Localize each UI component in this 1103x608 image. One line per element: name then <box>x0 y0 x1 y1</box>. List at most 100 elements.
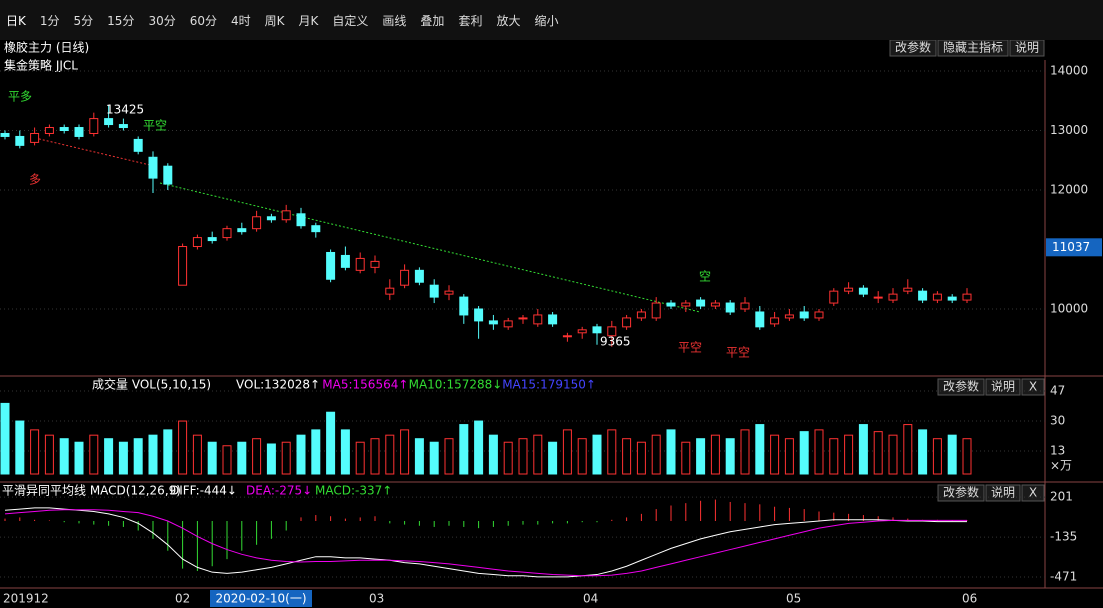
button[interactable] <box>937 40 1009 57</box>
x-label: 05 <box>786 592 801 606</box>
candle-body <box>74 127 84 137</box>
volume-readout: MA15:179150↑ <box>502 378 596 392</box>
candle-body <box>844 287 854 292</box>
candle-body <box>710 302 720 307</box>
candle-body <box>651 302 661 319</box>
candle-body <box>237 228 247 233</box>
x-label: 201912 <box>3 592 49 606</box>
candle-body <box>59 127 69 132</box>
candle-body <box>0 132 10 137</box>
candle-body <box>518 317 528 320</box>
button[interactable] <box>889 40 937 57</box>
volume-bar <box>858 424 868 475</box>
candle-body <box>370 260 380 268</box>
signal-label: 空 <box>699 270 711 284</box>
volume-bar <box>607 429 617 475</box>
button[interactable] <box>985 484 1021 502</box>
candle-body <box>414 269 424 283</box>
button-label: 说明 <box>991 379 1015 394</box>
button[interactable] <box>985 378 1021 396</box>
candle-body <box>192 237 202 248</box>
candle-body <box>962 293 972 301</box>
volume-bar <box>74 441 84 475</box>
candle-body <box>266 216 276 221</box>
volume-bar <box>0 402 10 475</box>
candle-body <box>296 213 306 227</box>
volume-bar <box>400 429 410 475</box>
volume-bar <box>429 441 439 475</box>
toolbar-item[interactable]: 叠加 <box>420 13 445 28</box>
macd-readout: MACD:-337↑ <box>315 484 392 498</box>
volume-bar <box>266 443 276 475</box>
button[interactable] <box>1021 378 1045 396</box>
volume-bar <box>696 438 706 475</box>
candle-body <box>622 317 632 328</box>
candle-body <box>207 237 217 242</box>
candle-body <box>696 299 706 307</box>
volume-bar <box>962 438 972 475</box>
macd-title: 平滑异同平均线 MACD(12,26,9) <box>2 484 181 498</box>
volume-bar <box>844 434 854 475</box>
cursor-date: 2020-02-10(一) <box>215 592 306 606</box>
volume-bar <box>488 434 498 475</box>
candle-body <box>562 335 572 338</box>
candle-body <box>340 254 350 268</box>
volume-bar <box>814 429 824 475</box>
volume-bar <box>740 429 750 475</box>
candle-body <box>681 302 691 307</box>
toolbar-item[interactable]: 月K <box>298 13 319 28</box>
toolbar-item[interactable]: 周K <box>264 13 285 28</box>
toolbar-item[interactable]: 日K <box>6 13 26 28</box>
volume-bar <box>888 434 898 475</box>
candle-body <box>429 284 439 298</box>
volume-bar <box>281 441 291 475</box>
toolbar-item[interactable]: 1分 <box>39 13 60 28</box>
candle-body <box>725 302 735 313</box>
volume-bar <box>311 429 321 475</box>
candle-body <box>503 320 513 328</box>
candle-body <box>104 118 114 126</box>
candle-body <box>148 156 158 179</box>
volume-bar <box>222 445 232 475</box>
volume-bar <box>622 438 632 475</box>
volume-bar <box>15 420 25 475</box>
candle-body <box>932 293 942 301</box>
toolbar-item[interactable]: 套利 <box>458 13 483 28</box>
button-label: 改参数 <box>943 379 979 394</box>
button[interactable] <box>1021 484 1045 502</box>
toolbar-item[interactable]: 缩小 <box>534 13 559 28</box>
y-tick-label: 201 <box>1050 490 1073 504</box>
candle-body <box>444 290 454 295</box>
volume-bar <box>518 438 528 475</box>
candle-body <box>607 326 617 337</box>
button-label: X <box>1029 486 1037 500</box>
toolbar-item[interactable]: 画线 <box>382 13 407 28</box>
toolbar-item[interactable]: 自定义 <box>332 13 369 28</box>
toolbar-item[interactable]: 放大 <box>496 13 521 28</box>
button-label: X <box>1029 380 1037 394</box>
toolbar-item[interactable]: 5分 <box>73 13 94 28</box>
candle-body <box>118 124 128 129</box>
candle-body <box>592 326 602 334</box>
volume-bar <box>44 434 54 475</box>
signal-label: 多 <box>29 173 41 187</box>
volume-bar <box>148 434 158 475</box>
toolbar-item[interactable]: 4时 <box>231 13 251 28</box>
volume-bar <box>932 438 942 475</box>
volume-bar <box>59 438 69 475</box>
volume-title: 成交量 VOL(5,10,15) <box>92 377 211 392</box>
macd-line <box>4 507 967 578</box>
candle-body <box>548 314 558 325</box>
candle-body <box>903 287 913 292</box>
toolbar-item[interactable]: 15分 <box>107 13 135 28</box>
macd-line <box>4 509 967 577</box>
volume-bar <box>784 438 794 475</box>
volume-bar <box>340 429 350 475</box>
candle-body <box>178 246 188 286</box>
button[interactable] <box>1009 40 1045 57</box>
candle-body <box>829 290 839 304</box>
toolbar-item[interactable]: 60分 <box>189 13 217 28</box>
toolbar-item[interactable]: 30分 <box>148 13 176 28</box>
button-label: 隐藏主指标 <box>943 40 1003 55</box>
candle-body <box>947 296 957 301</box>
